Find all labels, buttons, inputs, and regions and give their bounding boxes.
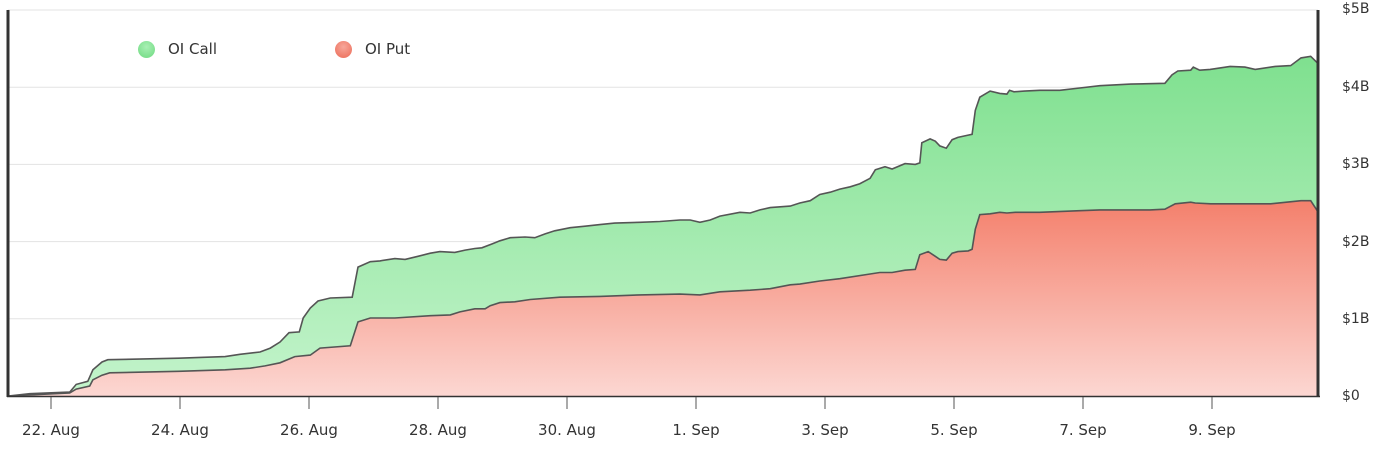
y-tick-label: $5B (1342, 1, 1370, 17)
series-oi-put-line (8, 199, 1319, 397)
legend-label-oi-put: OI Put (365, 40, 411, 58)
y-tick-label: $3B (1342, 156, 1370, 172)
x-tick-label: 5. Sep (930, 421, 978, 439)
x-tick-label: 7. Sep (1059, 421, 1107, 439)
x-tick-label: 28. Aug (409, 421, 467, 439)
series-oi-call-line (8, 55, 1319, 397)
series-oi-call-area[interactable] (8, 56, 1318, 397)
x-tick-label: 9. Sep (1188, 421, 1236, 439)
oi-put-marker-icon (335, 40, 352, 58)
y-tick-label: $4B (1342, 79, 1370, 95)
x-axis-ticks (50, 397, 1213, 409)
x-tick-label: 26. Aug (280, 421, 338, 439)
y-tick-label: $0 (1342, 388, 1360, 404)
y-tick-label: $1B (1342, 311, 1370, 327)
x-tick-label: 1. Sep (672, 421, 720, 439)
legend-item-oi-put[interactable]: OI Put (335, 40, 410, 58)
oi-call-marker-icon (138, 40, 155, 58)
y-tick-label: $2B (1342, 234, 1370, 250)
x-tick-label: 22. Aug (22, 421, 80, 439)
chart-legend: OI Call OI Put (138, 40, 410, 58)
x-tick-label: 3. Sep (801, 421, 849, 439)
legend-label-oi-call: OI Call (168, 40, 217, 58)
x-tick-label: 24. Aug (151, 421, 209, 439)
x-tick-label: 30. Aug (538, 421, 596, 439)
legend-item-oi-call[interactable]: OI Call (138, 40, 217, 58)
